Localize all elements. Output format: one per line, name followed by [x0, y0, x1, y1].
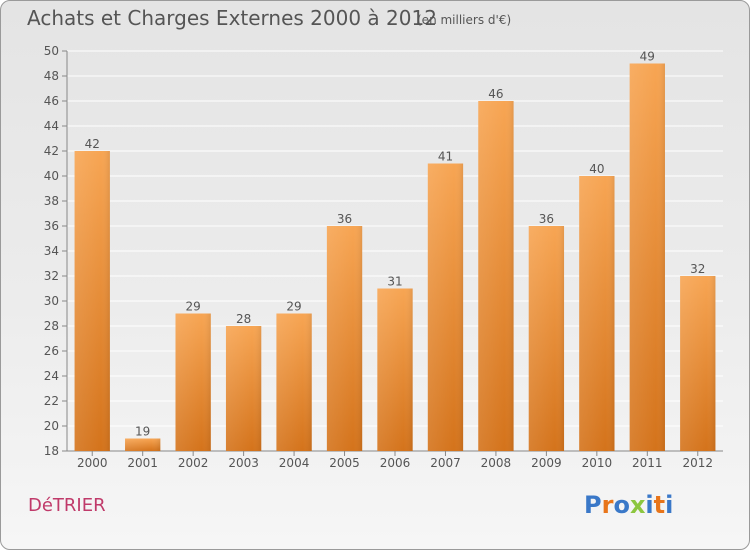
- y-tick-labels: 18 20 22 24 26 28 30 32 34 36 38 40 42 44 46 48 50: [44, 44, 59, 458]
- bar-shading: [175, 313, 211, 451]
- bar-shading: [74, 151, 110, 451]
- y-tick-label: 38: [44, 194, 59, 208]
- data-labels: 42 19 29 28 29 36 31 41 46 36 40 49 32: [85, 50, 706, 439]
- commune-name: DéTRIER: [28, 495, 106, 516]
- bar-shading: [125, 438, 161, 451]
- data-label: 29: [286, 300, 301, 314]
- data-label: 36: [539, 212, 554, 226]
- x-tick-label: 2006: [380, 456, 411, 470]
- bar-shading: [478, 101, 514, 451]
- bar-shading: [225, 326, 262, 451]
- x-tick-label: 2005: [329, 456, 360, 470]
- bar-shading: [427, 163, 464, 451]
- data-label: 36: [337, 212, 352, 226]
- bar-shading: [326, 226, 363, 451]
- logo-letter: x: [629, 491, 646, 519]
- bar-shading: [629, 63, 665, 451]
- bars: [74, 63, 716, 451]
- y-tick-label: 46: [44, 94, 59, 108]
- x-tick-label: 2000: [77, 456, 108, 470]
- y-tick-label: 42: [44, 144, 59, 158]
- data-label: 31: [387, 275, 402, 289]
- x-tick-label: 2003: [228, 456, 259, 470]
- y-tick-label: 34: [44, 244, 59, 258]
- y-tick-label: 50: [44, 44, 59, 58]
- data-label: 49: [640, 50, 655, 64]
- chart-title: Achats et Charges Externes 2000 à 2012: [27, 6, 437, 30]
- x-tick-label: 2001: [127, 456, 158, 470]
- logo-letter: i: [665, 491, 674, 519]
- data-label: 29: [186, 300, 201, 314]
- logo-letter: o: [613, 491, 630, 519]
- bar-shading: [579, 176, 615, 451]
- data-label: 41: [438, 150, 453, 164]
- bar-shading: [377, 288, 413, 451]
- x-tick-label: 2002: [178, 456, 209, 470]
- logo-letter: t: [653, 491, 666, 519]
- x-tick-label: 2007: [430, 456, 461, 470]
- y-tick-label: 18: [44, 444, 59, 458]
- x-tick-label: 2004: [279, 456, 310, 470]
- chart-unit: (en milliers d'€): [417, 13, 512, 27]
- y-tick-label: 40: [44, 169, 59, 183]
- y-tick-label: 48: [44, 69, 59, 83]
- data-label: 40: [589, 162, 604, 176]
- y-tick-label: 20: [44, 419, 59, 433]
- x-tick-label: 2008: [481, 456, 512, 470]
- proxiti-logo: Proxiti: [584, 491, 673, 519]
- data-label: 46: [488, 87, 503, 101]
- logo-letter: P: [584, 491, 602, 519]
- y-tick-label: 24: [44, 369, 59, 383]
- y-tick-label: 32: [44, 269, 59, 283]
- y-tick-label: 36: [44, 219, 59, 233]
- logo-letter: i: [645, 491, 654, 519]
- y-tick-label: 22: [44, 394, 59, 408]
- y-tick-label: 28: [44, 319, 59, 333]
- y-tick-label: 26: [44, 344, 59, 358]
- logo-letter: r: [601, 491, 614, 519]
- x-tick-labels: 2000 2001 2002 2003 2004 2005 2006 2007 2008 2009…: [77, 456, 713, 470]
- data-label: 19: [135, 425, 150, 439]
- x-tick-label: 2010: [582, 456, 613, 470]
- bar-shading: [276, 313, 312, 451]
- bar-shading: [680, 276, 716, 451]
- x-tick-label: 2009: [531, 456, 562, 470]
- y-tick-label: 30: [44, 294, 59, 308]
- x-tick-label: 2011: [632, 456, 663, 470]
- data-label: 28: [236, 312, 251, 326]
- data-label: 32: [690, 262, 705, 276]
- data-label: 42: [85, 137, 100, 151]
- y-tick-label: 44: [44, 119, 59, 133]
- x-tick-label: 2012: [682, 456, 713, 470]
- bar-shading: [528, 226, 565, 451]
